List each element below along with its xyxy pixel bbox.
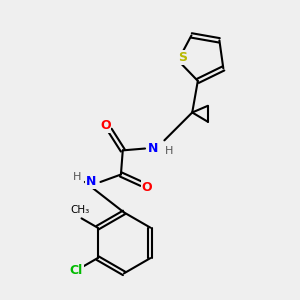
Text: CH₃: CH₃	[70, 205, 89, 215]
Text: O: O	[142, 181, 152, 194]
Text: N: N	[86, 176, 96, 188]
Text: N: N	[148, 142, 158, 155]
Text: Cl: Cl	[70, 264, 83, 278]
Text: S: S	[178, 51, 187, 64]
Text: H: H	[165, 146, 173, 157]
Text: H: H	[73, 172, 82, 182]
Text: O: O	[100, 119, 111, 132]
